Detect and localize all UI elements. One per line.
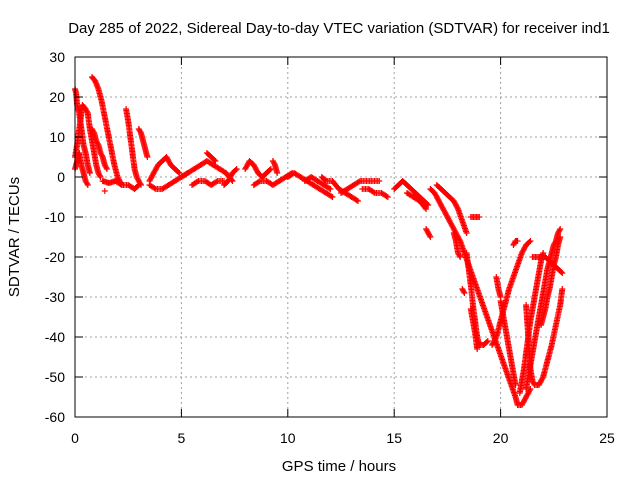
data-point-markers (89, 126, 110, 172)
y-tick-label: -50 (45, 369, 65, 385)
data-series-segment (269, 158, 281, 176)
y-tick-label: -10 (45, 209, 65, 225)
data-series-segment (493, 274, 504, 300)
chart-title: Day 285 of 2022, Sidereal Day-to-day VTE… (68, 20, 610, 37)
data-series-segment (450, 230, 464, 260)
plot-area-frame (74, 56, 608, 418)
data-point-markers (89, 74, 125, 188)
data-point-markers (497, 298, 519, 388)
data-series-segment (203, 150, 219, 164)
data-point-markers (203, 150, 219, 164)
data-series-segment (427, 186, 534, 408)
data-point-markers (433, 182, 470, 236)
data-series-segment (391, 178, 432, 208)
data-point-markers (510, 238, 521, 248)
data-point-markers (404, 190, 430, 212)
data-series-segment (89, 126, 110, 172)
y-tick-label: 30 (49, 49, 65, 65)
x-tick-label: 5 (178, 430, 186, 446)
x-tick-label: 0 (71, 430, 79, 446)
data-point-markers (523, 226, 564, 392)
data-series-segment (467, 306, 481, 352)
data-point-markers (221, 166, 240, 188)
y-tick-label: 10 (49, 129, 65, 145)
data-series-segment (284, 170, 336, 200)
axes-ticks: -60 -50 -40 -30 -20 -10 0 10 20 30 0 5 10 15 20 25 (45, 49, 615, 446)
data-point-markers (318, 174, 361, 204)
data-point-markers (423, 226, 434, 240)
data-point-markers (146, 154, 183, 184)
data-series-segment (301, 174, 334, 192)
data-point-markers (338, 178, 383, 196)
y-tick-label: -60 (45, 409, 65, 425)
data-series-segment (523, 226, 564, 392)
data-series-segment (467, 214, 483, 220)
data-point-markers (467, 214, 483, 220)
data-series-segment (99, 178, 142, 192)
data-series-segment (459, 286, 468, 296)
data-point-markers (99, 178, 142, 192)
data-point-markers (301, 174, 334, 192)
data-point-markers (516, 250, 547, 396)
data-series-segment (242, 158, 274, 180)
x-tick-label: 10 (280, 430, 296, 446)
data-point-markers (391, 178, 432, 208)
data-point-markers (427, 186, 534, 408)
y-tick-label: 0 (57, 169, 65, 185)
data-point-markers (123, 106, 144, 188)
data-series-segment (433, 182, 470, 236)
data-point-markers (459, 286, 468, 296)
data-series-segment (189, 178, 227, 188)
x-tick-label: 15 (386, 430, 402, 446)
data-series-segment (497, 298, 519, 388)
data-point-markers (135, 126, 151, 160)
y-tick-label: -30 (45, 289, 65, 305)
data-series-segment (423, 226, 434, 240)
data-point-markers (538, 234, 564, 328)
y-tick-label: 20 (49, 89, 65, 105)
y-axis-label: SDTVAR / TECUs (6, 177, 23, 297)
y-tick-label: -20 (45, 249, 65, 265)
data-point-markers (359, 186, 391, 200)
data-points (72, 74, 566, 408)
data-point-markers (284, 170, 336, 200)
data-point-markers (189, 178, 227, 188)
data-point-markers (450, 230, 464, 260)
data-series-segment (318, 174, 361, 204)
data-point-markers (242, 158, 274, 180)
data-series-segment (404, 190, 430, 212)
y-tick-label: -40 (45, 329, 65, 345)
data-point-markers (467, 306, 481, 352)
x-axis-label: GPS time / hours (282, 458, 396, 475)
data-series-segment (221, 166, 240, 188)
x-tick-label: 25 (599, 430, 615, 446)
data-series-segment (359, 186, 391, 200)
data-point-markers (101, 188, 108, 194)
grid-lines (75, 57, 607, 417)
data-series-segment (146, 154, 183, 184)
data-series-segment (510, 238, 521, 248)
data-series-segment (338, 178, 383, 196)
data-series-segment (101, 188, 108, 194)
data-point-markers (269, 158, 281, 176)
data-series-segment (135, 126, 151, 160)
data-series-segment (516, 250, 547, 396)
x-tick-label: 20 (493, 430, 509, 446)
data-series-segment (123, 106, 144, 188)
data-point-markers (493, 274, 504, 300)
data-series-segment (89, 74, 125, 188)
data-series-segment (538, 234, 564, 328)
